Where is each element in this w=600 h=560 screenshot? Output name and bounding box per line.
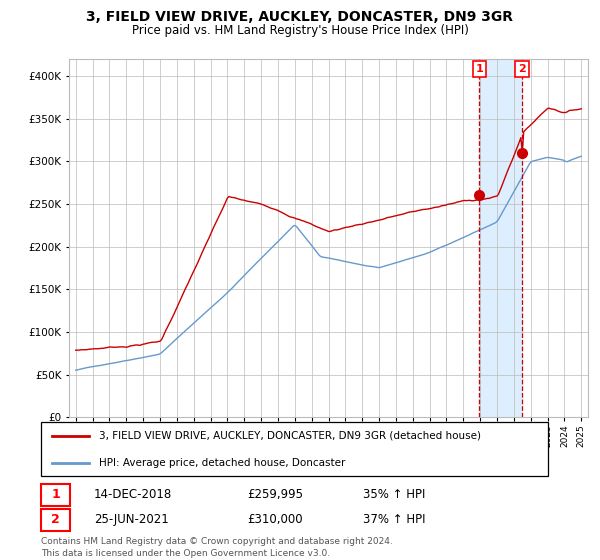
Text: 1: 1 bbox=[476, 64, 484, 74]
FancyBboxPatch shape bbox=[41, 422, 548, 477]
Bar bbox=[479, 59, 522, 417]
Text: 2: 2 bbox=[51, 514, 60, 526]
Text: 2: 2 bbox=[518, 64, 526, 74]
Text: £310,000: £310,000 bbox=[247, 514, 303, 526]
Text: 3, FIELD VIEW DRIVE, AUCKLEY, DONCASTER, DN9 3GR: 3, FIELD VIEW DRIVE, AUCKLEY, DONCASTER,… bbox=[86, 10, 514, 24]
Text: Contains HM Land Registry data © Crown copyright and database right 2024.
This d: Contains HM Land Registry data © Crown c… bbox=[41, 537, 393, 558]
FancyBboxPatch shape bbox=[41, 509, 70, 530]
Text: 1: 1 bbox=[51, 488, 60, 501]
Text: 14-DEC-2018: 14-DEC-2018 bbox=[94, 488, 172, 501]
Text: 25-JUN-2021: 25-JUN-2021 bbox=[94, 514, 169, 526]
Text: Price paid vs. HM Land Registry's House Price Index (HPI): Price paid vs. HM Land Registry's House … bbox=[131, 24, 469, 36]
Text: HPI: Average price, detached house, Doncaster: HPI: Average price, detached house, Donc… bbox=[100, 458, 346, 468]
Text: 3, FIELD VIEW DRIVE, AUCKLEY, DONCASTER, DN9 3GR (detached house): 3, FIELD VIEW DRIVE, AUCKLEY, DONCASTER,… bbox=[100, 431, 481, 441]
Text: 37% ↑ HPI: 37% ↑ HPI bbox=[364, 514, 426, 526]
FancyBboxPatch shape bbox=[41, 484, 70, 506]
Text: £259,995: £259,995 bbox=[247, 488, 303, 501]
Text: 35% ↑ HPI: 35% ↑ HPI bbox=[364, 488, 426, 501]
